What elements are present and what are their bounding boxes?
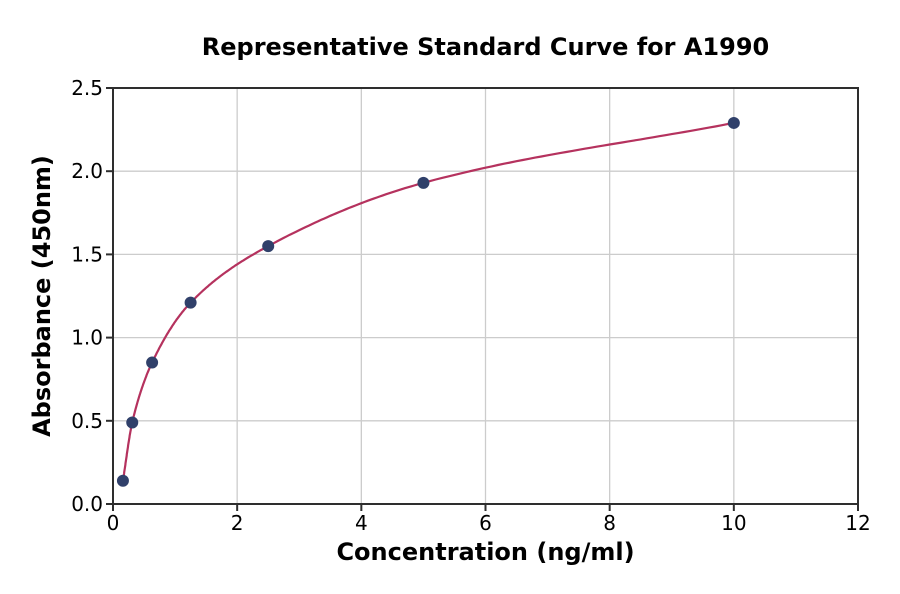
y-tick-label: 0.5	[71, 409, 103, 433]
data-point	[116, 474, 129, 487]
x-tick-label: 10	[721, 511, 746, 535]
y-tick-label: 0.0	[71, 492, 103, 516]
y-tick-label: 1.5	[71, 242, 103, 266]
data-point	[727, 116, 740, 129]
x-tick-label: 2	[231, 511, 244, 535]
y-tick-label: 2.5	[71, 76, 103, 100]
data-point	[184, 296, 197, 309]
standard-curve-line	[121, 121, 735, 482]
data-point	[417, 176, 430, 189]
x-tick-label: 0	[107, 511, 120, 535]
y-tick-label: 2.0	[71, 159, 103, 183]
data-point	[262, 240, 275, 253]
x-tick-label: 12	[845, 511, 870, 535]
x-tick-label: 6	[479, 511, 492, 535]
data-point	[146, 356, 159, 369]
y-tick-label: 1.0	[71, 326, 103, 350]
y-axis-label: Absorbance (450nm)	[28, 155, 56, 437]
x-tick-label: 4	[355, 511, 368, 535]
chart-title: Representative Standard Curve for A1990	[201, 33, 770, 61]
x-axis-label: Concentration (ng/ml)	[336, 538, 635, 566]
x-tick-label: 8	[603, 511, 616, 535]
data-point	[126, 416, 139, 429]
plot-border	[112, 87, 859, 505]
